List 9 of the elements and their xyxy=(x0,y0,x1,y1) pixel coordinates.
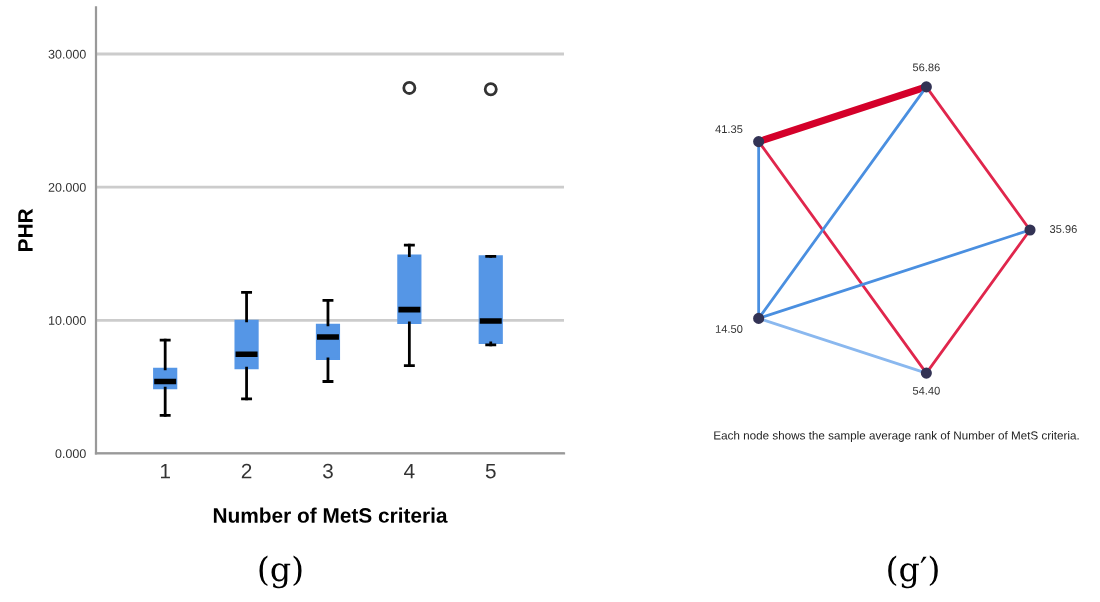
x-tick-label: 1 xyxy=(160,463,170,479)
text: (g′) xyxy=(888,555,938,589)
x-tick-label: 4 xyxy=(404,463,415,479)
x-tick-label: 5 xyxy=(485,463,496,479)
text: (g) xyxy=(259,555,302,589)
x-tick-label: 3 xyxy=(322,463,333,479)
x-axis-title: Number of MetS criteria xyxy=(213,507,448,523)
x-tick-label: 2 xyxy=(241,463,252,479)
y-axis-title: PHR xyxy=(18,208,33,251)
